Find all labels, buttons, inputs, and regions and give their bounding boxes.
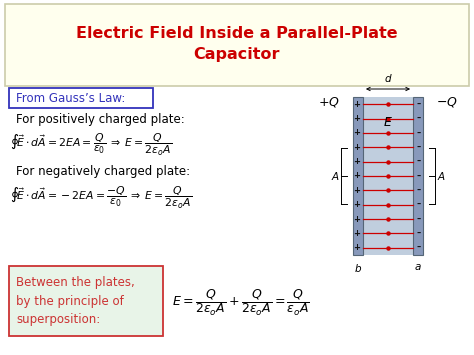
Text: $d$: $d$ (383, 72, 392, 84)
Text: –: – (417, 171, 421, 180)
Text: –: – (417, 157, 421, 166)
Text: +: + (354, 157, 361, 166)
Text: $\oint\!\vec{E}\cdot d\vec{A}=-2EA=\dfrac{-Q}{\varepsilon_0}\;\Rightarrow\; E=\d: $\oint\!\vec{E}\cdot d\vec{A}=-2EA=\dfra… (10, 185, 192, 211)
Text: From Gauss’s Law:: From Gauss’s Law: (16, 92, 126, 104)
Text: –: – (417, 143, 421, 152)
Text: +: + (354, 100, 361, 109)
Bar (413, 97, 423, 255)
Bar (363, 97, 413, 255)
Text: +: + (354, 200, 361, 209)
Text: $+Q$: $+Q$ (318, 95, 340, 109)
FancyBboxPatch shape (9, 88, 153, 108)
Text: +: + (354, 229, 361, 238)
Text: $A$: $A$ (330, 170, 339, 182)
Text: $b$: $b$ (354, 262, 362, 274)
Bar (353, 97, 363, 255)
Text: $A$: $A$ (437, 170, 446, 182)
Text: For positively charged plate:: For positively charged plate: (16, 113, 185, 126)
Text: For negatively charged plate:: For negatively charged plate: (16, 165, 190, 179)
Text: +: + (354, 171, 361, 180)
Text: +: + (354, 214, 361, 224)
Text: –: – (417, 114, 421, 123)
Text: $\oint\!\vec{E}\cdot d\vec{A}=2EA=\dfrac{Q}{\varepsilon_0}\;\Rightarrow\; E=\dfr: $\oint\!\vec{E}\cdot d\vec{A}=2EA=\dfrac… (10, 132, 172, 158)
Text: $a$: $a$ (414, 262, 422, 272)
Text: –: – (417, 186, 421, 195)
Text: +: + (354, 186, 361, 195)
Text: –: – (417, 100, 421, 109)
Text: –: – (417, 200, 421, 209)
Text: –: – (417, 243, 421, 252)
FancyBboxPatch shape (5, 4, 469, 86)
Text: +: + (354, 143, 361, 152)
Text: $E=\dfrac{Q}{2\varepsilon_o A}+\dfrac{Q}{2\varepsilon_o A}=\dfrac{Q}{\varepsilon: $E=\dfrac{Q}{2\varepsilon_o A}+\dfrac{Q}… (172, 288, 310, 318)
Text: +: + (354, 243, 361, 252)
Text: –: – (417, 129, 421, 137)
Text: +: + (354, 129, 361, 137)
Text: Electric Field Inside a Parallel-Plate
Capacitor: Electric Field Inside a Parallel-Plate C… (76, 26, 398, 62)
FancyBboxPatch shape (9, 266, 163, 336)
Text: $E$: $E$ (383, 115, 393, 129)
Text: +: + (354, 114, 361, 123)
Text: –: – (417, 214, 421, 224)
Text: Between the plates,
by the principle of
superposition:: Between the plates, by the principle of … (16, 276, 135, 326)
Text: $-Q$: $-Q$ (436, 95, 458, 109)
Text: –: – (417, 229, 421, 238)
